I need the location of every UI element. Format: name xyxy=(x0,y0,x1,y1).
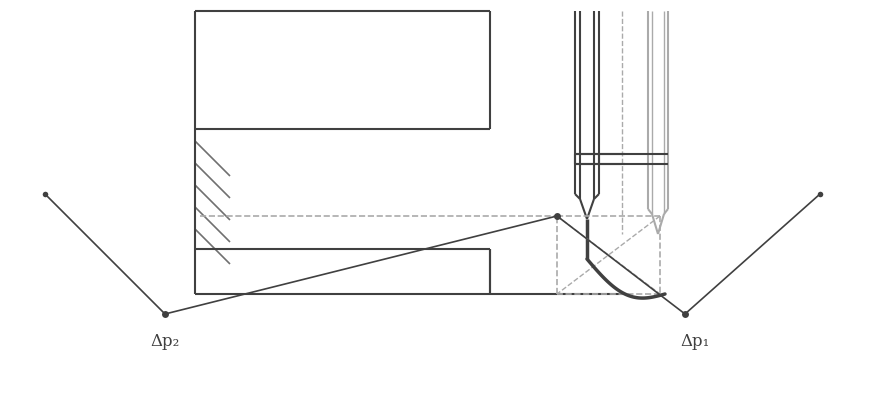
Text: Δp₂: Δp₂ xyxy=(150,332,179,349)
Text: Δp₁: Δp₁ xyxy=(680,332,709,349)
